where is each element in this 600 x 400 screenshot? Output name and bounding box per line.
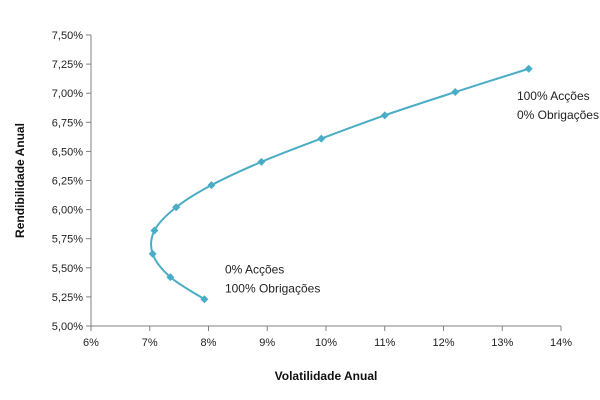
- y-tick-label: 5,75%: [52, 234, 83, 246]
- data-point-marker: [317, 134, 326, 143]
- y-tick-label: 5,25%: [52, 292, 83, 304]
- data-point-marker: [257, 157, 266, 166]
- x-tick-label: 7%: [142, 337, 158, 349]
- y-tick-label: 6,75%: [52, 117, 83, 129]
- y-tick-label: 7,25%: [52, 59, 83, 71]
- x-tick-label: 8%: [201, 337, 217, 349]
- data-point-marker: [207, 181, 216, 190]
- x-tick-label: 9%: [259, 337, 275, 349]
- y-tick-label: 7,50%: [52, 30, 83, 42]
- x-axis-title: Volatilidade Anual: [275, 369, 378, 383]
- annotation-line2: 0% Obrigações: [517, 108, 599, 122]
- x-tick-label: 11%: [374, 337, 395, 349]
- y-axis-ticks: 5,00% 5,25% 5,50% 5,75% 6,00% 6,25% 6,50% 6,75%…: [52, 30, 91, 333]
- y-tick-label: 6,50%: [52, 146, 83, 158]
- x-tick-label: 10%: [315, 337, 337, 349]
- data-point-marker: [380, 111, 389, 120]
- data-point-marker: [148, 249, 157, 258]
- y-tick-label: 5,00%: [52, 321, 83, 333]
- data-point-marker: [524, 64, 533, 73]
- x-axis-ticks: 6% 7% 8% 9% 10% 11% 12% 13% 14%: [83, 326, 572, 349]
- annotation-line1: 0% Acções: [225, 263, 284, 277]
- y-axis-title: Rendibilidade Anual: [13, 123, 27, 238]
- data-point-marker: [150, 226, 159, 235]
- data-point-marker: [451, 88, 460, 97]
- y-tick-label: 6,00%: [52, 205, 83, 217]
- annotations: 100% Acções 0% Obrigações 0% Acções 100% Ob…: [225, 89, 599, 295]
- y-tick-label: 5,50%: [52, 263, 83, 275]
- y-tick-label: 7,00%: [52, 88, 83, 100]
- annotation-line2: 100% Obrigações: [225, 282, 320, 296]
- series-line: [150, 67, 529, 301]
- x-tick-label: 12%: [432, 337, 454, 349]
- x-tick-label: 6%: [83, 337, 99, 349]
- x-tick-label: 13%: [491, 337, 513, 349]
- data-point-marker: [172, 203, 181, 212]
- annotation-line1: 100% Acções: [517, 89, 590, 103]
- x-tick-label: 14%: [550, 337, 572, 349]
- series-markers: [148, 64, 533, 304]
- y-tick-label: 6,25%: [52, 176, 83, 188]
- data-point-marker: [200, 295, 209, 304]
- data-point-marker: [166, 273, 175, 282]
